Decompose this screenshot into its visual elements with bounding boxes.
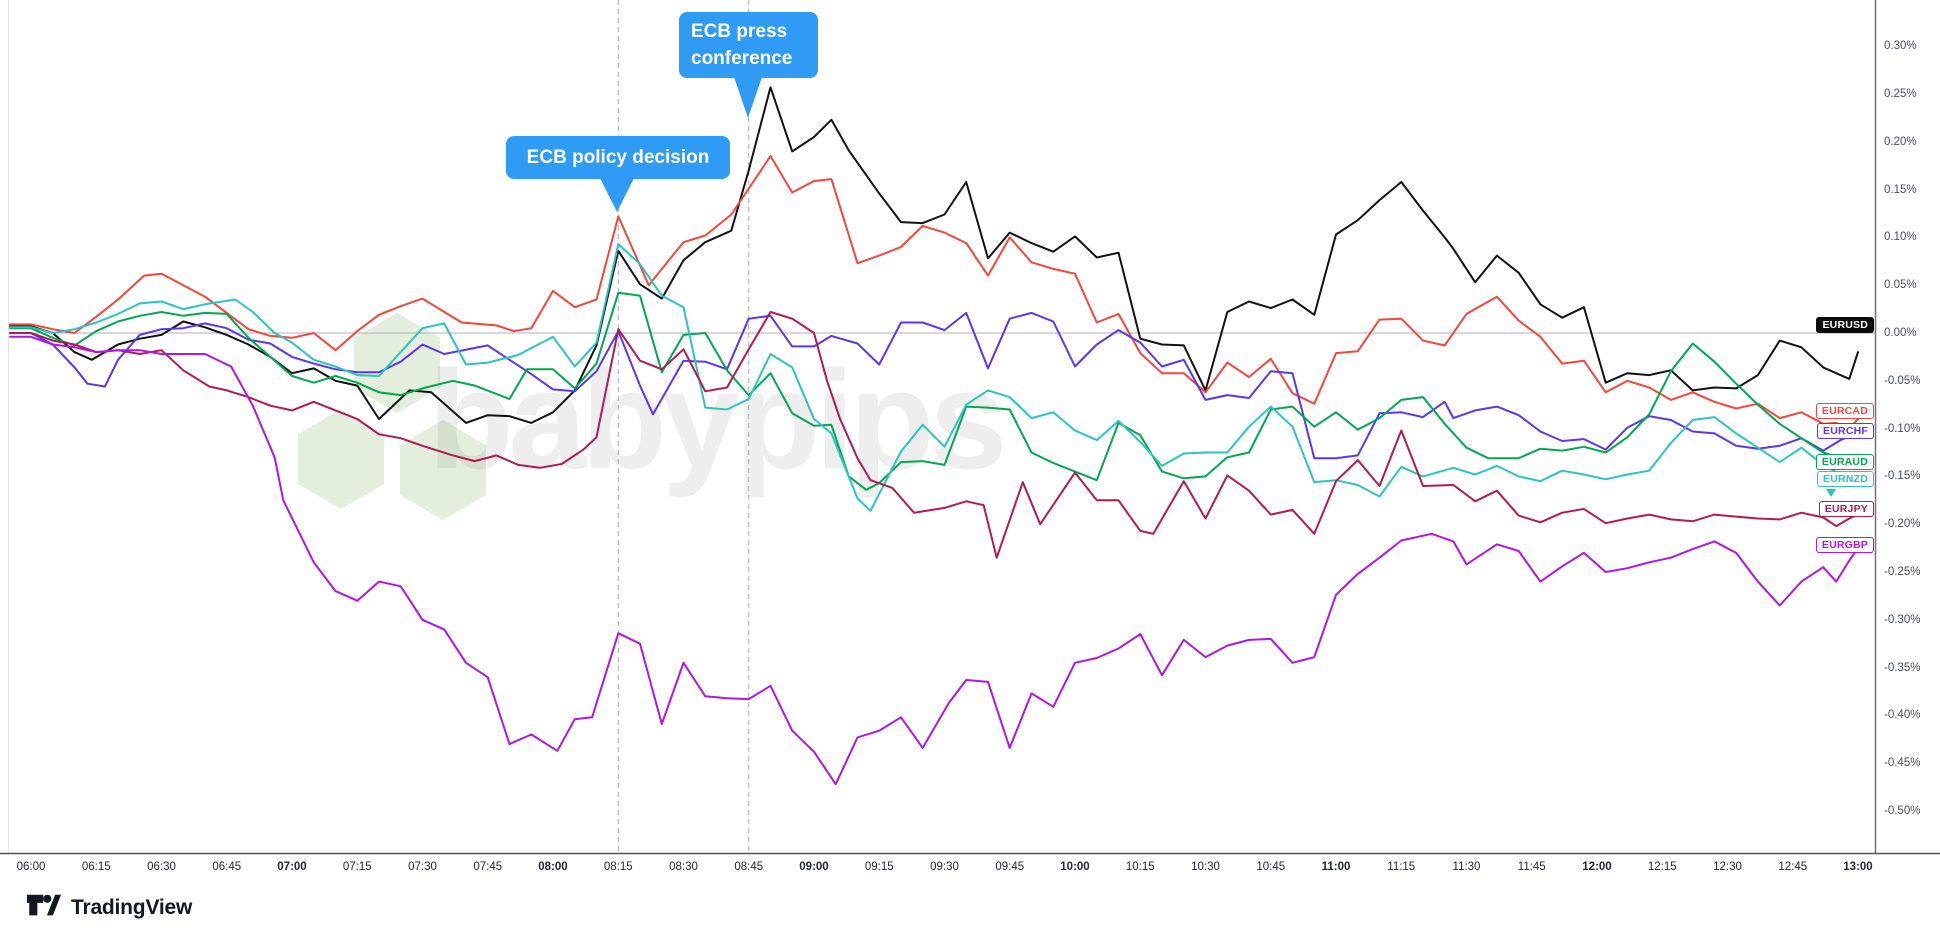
symbol-badge-eurcad: EURCAD [1815, 403, 1874, 419]
callout-ecb-press-line2: conference [691, 48, 793, 69]
time-axis-label: 11:00 [1321, 861, 1351, 873]
tradingview-logo-icon [27, 894, 61, 916]
time-axis-label: 09:00 [799, 861, 829, 873]
badge-pointer-icon [1826, 489, 1836, 497]
callout-tail-icon [600, 178, 634, 212]
time-axis-label: 08:00 [538, 861, 568, 873]
time-axis-label: 11:30 [1452, 861, 1481, 873]
symbol-badge-eurusd: EURUSD [1816, 317, 1874, 333]
time-axis-label: 10:45 [1256, 861, 1286, 873]
time-axis-label: 10:30 [1191, 861, 1220, 873]
time-axis-label: 11:45 [1517, 861, 1546, 873]
series-line-eurjpy [9, 311, 1859, 559]
series-line-eurusd [9, 86, 1859, 424]
price-axis-label: 0.15% [1884, 183, 1917, 196]
symbol-badge-eurnzd: EURNZD [1817, 471, 1874, 487]
price-axis-label: 0.00% [1884, 327, 1917, 339]
price-axis-label: 0.25% [1884, 88, 1917, 100]
time-axis-label: 07:45 [473, 861, 503, 873]
time-axis-label: 09:30 [930, 861, 959, 873]
time-axis-label: 06:30 [147, 861, 176, 873]
callout-ecb-policy-decision-label: ECB policy decision [526, 147, 710, 168]
babypips-watermark: babypips [298, 313, 1008, 520]
time-axis-label: 08:45 [734, 861, 764, 873]
price-axis-label: -0.10% [1884, 422, 1921, 435]
price-axis-label: 0.05% [1884, 279, 1917, 292]
time-axis-label: 11:15 [1387, 861, 1416, 873]
callout-tail-icon [734, 77, 762, 118]
time-axis-label: 08:30 [669, 861, 698, 873]
time-axis-label: 12:00 [1582, 861, 1612, 873]
callout-ecb-press-conference[interactable]: ECB press conference [679, 12, 818, 118]
time-axis-label: 13:00 [1843, 861, 1873, 873]
price-axis-label: 0.10% [1884, 231, 1917, 244]
watermark-text: babypips [428, 341, 1003, 498]
time-axis-label: 12:30 [1713, 861, 1742, 873]
time-axis-label: 09:45 [995, 861, 1025, 873]
time-axis-label: 09:15 [864, 861, 894, 873]
price-axis-label: -0.40% [1884, 709, 1921, 722]
price-axis-label: -0.50% [1884, 805, 1921, 817]
time-axis-label: 06:15 [81, 861, 111, 873]
callout-ecb-press-line1: ECB press [691, 21, 788, 42]
time-axis-label: 07:00 [277, 861, 307, 873]
symbol-badge-eurgbp: EURGBP [1815, 537, 1874, 553]
symbol-badge-eurjpy: EURJPY [1818, 501, 1874, 517]
series-line-eurcad [9, 155, 1859, 430]
callout-ecb-policy-decision[interactable]: ECB policy decision [506, 136, 730, 212]
price-axis-label: -0.30% [1884, 613, 1921, 626]
price-axis-label: -0.05% [1884, 374, 1921, 387]
symbol-badge-euraud: EURAUD [1815, 454, 1874, 470]
time-axis-label: 06:45 [212, 861, 242, 873]
time-axis-label: 07:15 [342, 861, 372, 873]
time-axis-label: 06:00 [16, 861, 46, 873]
time-axis-label: 10:00 [1060, 861, 1090, 873]
price-axis-label: 0.30% [1884, 40, 1917, 53]
series-line-euraud [9, 291, 1859, 491]
price-axis-label: -0.45% [1884, 757, 1921, 770]
time-axis-label: 12:45 [1778, 861, 1808, 873]
price-axis-label: 0.20% [1884, 135, 1917, 148]
tradingview-wordmark: TradingView [71, 896, 193, 919]
time-axis-label: 08:15 [603, 861, 633, 873]
price-axis-label: -0.15% [1884, 470, 1921, 483]
series-line-eurchf [9, 311, 1859, 460]
symbol-badge-eurchf: EURCHF [1817, 423, 1874, 439]
time-axis-label: 12:15 [1647, 861, 1677, 873]
watermark-hexagon-left [298, 409, 384, 509]
series-line-eurgbp [9, 335, 1859, 786]
tradingview-attribution[interactable]: TradingView [27, 893, 192, 923]
price-axis-label: -0.35% [1884, 661, 1921, 674]
time-axis-label: 07:30 [408, 861, 437, 873]
price-axis-label: -0.25% [1884, 566, 1921, 578]
series-line-eurnzd [9, 243, 1859, 512]
time-axis-label: 10:15 [1125, 861, 1155, 873]
price-axis-label: -0.20% [1884, 518, 1921, 531]
